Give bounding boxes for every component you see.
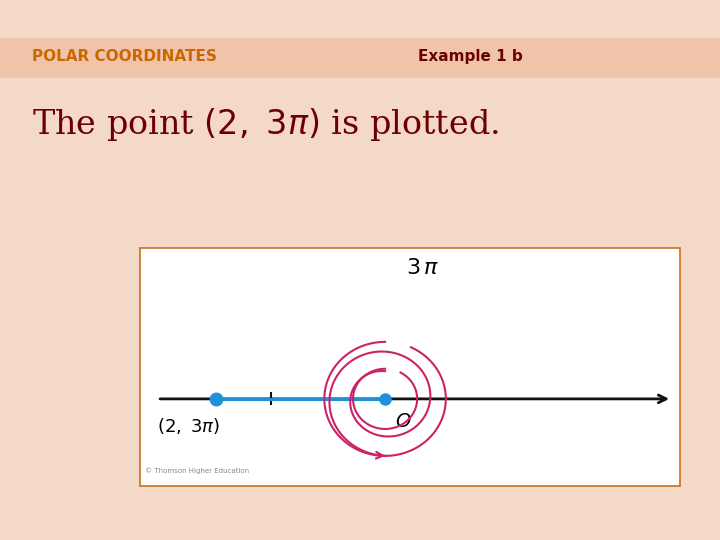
Bar	[140, 248, 680, 486]
Text: POLAR COORDINATES: POLAR COORDINATES	[32, 49, 217, 64]
Text: $(2,\ 3\pi)$: $(2,\ 3\pi)$	[157, 416, 220, 436]
Text: $O$: $O$	[395, 413, 412, 431]
Text: The point $(2,\ 3\pi)$ is plotted.: The point $(2,\ 3\pi)$ is plotted.	[32, 106, 499, 143]
Text: $3\,\pi$: $3\,\pi$	[406, 257, 440, 279]
Text: © Thomson Higher Education: © Thomson Higher Education	[145, 468, 248, 474]
Text: Example 1 b: Example 1 b	[418, 49, 522, 64]
Bar	[0, 38, 720, 78]
